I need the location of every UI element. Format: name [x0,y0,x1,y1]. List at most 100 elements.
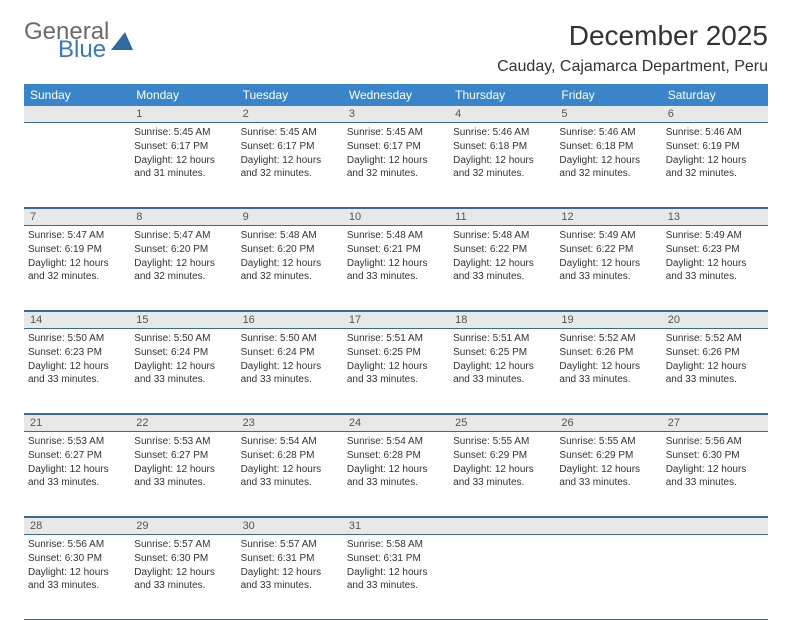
sun-info-line: Sunset: 6:31 PM [241,552,339,565]
sun-info-line: Sunrise: 5:50 AM [28,332,126,345]
sun-info-line: Sunrise: 5:52 AM [666,332,764,345]
day-number: 6 [662,106,768,123]
day-header-cell: Wednesday [343,84,449,106]
sun-info-line: Daylight: 12 hours and 32 minutes. [241,154,339,180]
sun-info-line: Daylight: 12 hours and 33 minutes. [347,463,445,489]
day-number: 30 [237,518,343,535]
sun-info-line: Daylight: 12 hours and 33 minutes. [559,257,657,283]
sun-info-line: Sunset: 6:30 PM [666,449,764,462]
day-number: 19 [555,312,661,329]
day-body-row: Sunrise: 5:53 AMSunset: 6:27 PMDaylight:… [24,432,768,517]
logo-text: General Blue [24,20,109,62]
day-number: 26 [555,415,661,432]
sun-info-line: Sunset: 6:25 PM [347,346,445,359]
day-body-row: Sunrise: 5:50 AMSunset: 6:23 PMDaylight:… [24,329,768,414]
day-number: 10 [343,209,449,226]
sun-info-line: Sunrise: 5:46 AM [453,126,551,139]
sun-info-line: Sunrise: 5:45 AM [241,126,339,139]
day-number-row: 28293031 [24,518,768,535]
sun-info-line: Sunset: 6:18 PM [453,140,551,153]
day-cell: Sunrise: 5:46 AMSunset: 6:18 PMDaylight:… [449,123,555,207]
sun-info-line: Daylight: 12 hours and 33 minutes. [666,360,764,386]
sun-info-line: Sunrise: 5:50 AM [134,332,232,345]
day-cell: Sunrise: 5:50 AMSunset: 6:24 PMDaylight:… [130,329,236,413]
sun-info-line: Daylight: 12 hours and 33 minutes. [559,360,657,386]
sun-info-line: Sunset: 6:28 PM [241,449,339,462]
day-header-cell: Thursday [449,84,555,106]
sun-info-line: Sunrise: 5:56 AM [28,538,126,551]
day-cell: Sunrise: 5:45 AMSunset: 6:17 PMDaylight:… [130,123,236,207]
day-cell: Sunrise: 5:47 AMSunset: 6:19 PMDaylight:… [24,226,130,310]
day-cell [662,535,768,619]
day-cell: Sunrise: 5:55 AMSunset: 6:29 PMDaylight:… [555,432,661,516]
sun-info-line: Sunset: 6:17 PM [134,140,232,153]
sun-info-line: Sunset: 6:17 PM [347,140,445,153]
sun-info-line: Daylight: 12 hours and 33 minutes. [241,360,339,386]
sun-info-line: Daylight: 12 hours and 31 minutes. [134,154,232,180]
week-row: 78910111213Sunrise: 5:47 AMSunset: 6:19 … [24,208,768,311]
sun-info-line: Daylight: 12 hours and 32 minutes. [453,154,551,180]
day-number: 7 [24,209,130,226]
day-cell: Sunrise: 5:51 AMSunset: 6:25 PMDaylight:… [449,329,555,413]
day-body-row: Sunrise: 5:47 AMSunset: 6:19 PMDaylight:… [24,226,768,311]
day-number: 22 [130,415,236,432]
day-number: 28 [24,518,130,535]
sun-info-line: Sunrise: 5:49 AM [666,229,764,242]
day-number: 20 [662,312,768,329]
day-cell: Sunrise: 5:46 AMSunset: 6:19 PMDaylight:… [662,123,768,207]
day-number [24,106,130,123]
day-number: 14 [24,312,130,329]
day-cell: Sunrise: 5:58 AMSunset: 6:31 PMDaylight:… [343,535,449,619]
sun-info-line: Sunset: 6:30 PM [134,552,232,565]
day-cell: Sunrise: 5:46 AMSunset: 6:18 PMDaylight:… [555,123,661,207]
triangle-icon [111,32,133,50]
sun-info-line: Sunset: 6:26 PM [559,346,657,359]
sun-info-line: Sunset: 6:25 PM [453,346,551,359]
sun-info-line: Sunrise: 5:50 AM [241,332,339,345]
day-header-cell: Sunday [24,84,130,106]
sun-info-line: Sunrise: 5:48 AM [347,229,445,242]
day-cell: Sunrise: 5:56 AMSunset: 6:30 PMDaylight:… [24,535,130,619]
sun-info-line: Daylight: 12 hours and 32 minutes. [347,154,445,180]
day-cell: Sunrise: 5:55 AMSunset: 6:29 PMDaylight:… [449,432,555,516]
day-header-cell: Saturday [662,84,768,106]
sun-info-line: Sunrise: 5:48 AM [453,229,551,242]
day-cell: Sunrise: 5:45 AMSunset: 6:17 PMDaylight:… [237,123,343,207]
day-cell: Sunrise: 5:49 AMSunset: 6:23 PMDaylight:… [662,226,768,310]
sun-info-line: Sunrise: 5:53 AM [134,435,232,448]
day-cell: Sunrise: 5:45 AMSunset: 6:17 PMDaylight:… [343,123,449,207]
sun-info-line: Sunset: 6:26 PM [666,346,764,359]
sun-info-line: Sunset: 6:29 PM [559,449,657,462]
day-header-row: SundayMondayTuesdayWednesdayThursdayFrid… [24,84,768,106]
sun-info-line: Daylight: 12 hours and 33 minutes. [666,463,764,489]
day-number: 13 [662,209,768,226]
day-cell: Sunrise: 5:57 AMSunset: 6:30 PMDaylight:… [130,535,236,619]
sun-info-line: Sunset: 6:27 PM [134,449,232,462]
day-number: 25 [449,415,555,432]
sun-info-line: Sunset: 6:31 PM [347,552,445,565]
sun-info-line: Daylight: 12 hours and 33 minutes. [134,463,232,489]
sun-info-line: Sunset: 6:24 PM [134,346,232,359]
day-number: 29 [130,518,236,535]
sun-info-line: Sunset: 6:28 PM [347,449,445,462]
sun-info-line: Sunrise: 5:45 AM [347,126,445,139]
sun-info-line: Sunrise: 5:55 AM [453,435,551,448]
sun-info-line: Daylight: 12 hours and 33 minutes. [559,463,657,489]
sun-info-line: Sunrise: 5:49 AM [559,229,657,242]
day-number [662,518,768,535]
day-cell: Sunrise: 5:48 AMSunset: 6:21 PMDaylight:… [343,226,449,310]
day-number: 18 [449,312,555,329]
sun-info-line: Daylight: 12 hours and 32 minutes. [28,257,126,283]
sun-info-line: Sunrise: 5:51 AM [347,332,445,345]
day-cell: Sunrise: 5:48 AMSunset: 6:22 PMDaylight:… [449,226,555,310]
sun-info-line: Sunrise: 5:54 AM [241,435,339,448]
day-cell: Sunrise: 5:47 AMSunset: 6:20 PMDaylight:… [130,226,236,310]
day-cell: Sunrise: 5:52 AMSunset: 6:26 PMDaylight:… [555,329,661,413]
logo: General Blue [24,20,133,62]
sun-info-line: Daylight: 12 hours and 33 minutes. [241,463,339,489]
sun-info-line: Sunset: 6:19 PM [666,140,764,153]
sun-info-line: Daylight: 12 hours and 33 minutes. [347,566,445,592]
sun-info-line: Sunset: 6:21 PM [347,243,445,256]
sun-info-line: Daylight: 12 hours and 33 minutes. [28,360,126,386]
day-cell [24,123,130,207]
